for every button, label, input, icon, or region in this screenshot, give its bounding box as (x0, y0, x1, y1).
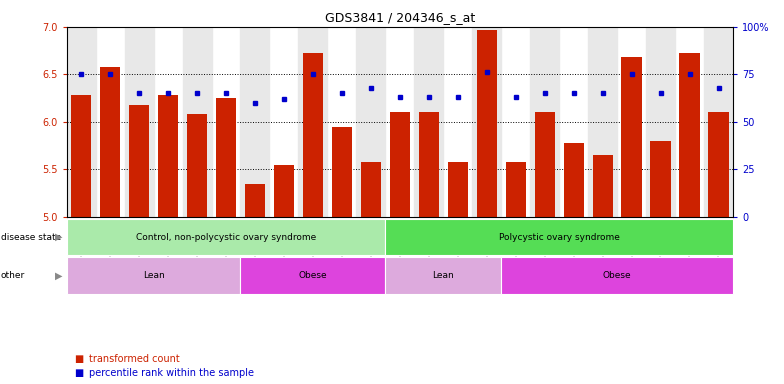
Bar (477, 30, 497, 217)
Bar (183, 27, 212, 217)
Text: ▶: ▶ (55, 270, 63, 281)
Bar (419, 113, 439, 217)
Bar (709, 113, 728, 217)
Bar (564, 143, 584, 217)
Bar (506, 162, 526, 217)
Bar (67, 27, 96, 217)
Bar (501, 257, 733, 294)
Bar (530, 27, 559, 217)
Bar (535, 113, 555, 217)
Bar (100, 67, 120, 217)
Text: Obese: Obese (299, 271, 327, 280)
Bar (651, 141, 671, 217)
Text: transformed count: transformed count (89, 354, 180, 364)
Bar (241, 257, 386, 294)
Bar (414, 27, 443, 217)
Bar (67, 257, 241, 294)
Bar (588, 27, 617, 217)
Bar (187, 114, 207, 217)
Bar (125, 27, 154, 217)
Bar (71, 95, 91, 217)
Text: ■: ■ (74, 368, 84, 378)
Bar (680, 53, 699, 217)
Bar (357, 27, 386, 217)
Bar (245, 184, 265, 217)
Bar (216, 98, 236, 217)
Bar (386, 257, 501, 294)
Bar (472, 27, 501, 217)
Text: other: other (1, 271, 25, 280)
Bar (622, 57, 642, 217)
Bar (274, 165, 294, 217)
Text: Polycystic ovary syndrome: Polycystic ovary syndrome (499, 233, 619, 242)
Text: Obese: Obese (603, 271, 631, 280)
Bar (361, 162, 381, 217)
Text: ■: ■ (74, 354, 84, 364)
Text: Control, non-polycystic ovary syndrome: Control, non-polycystic ovary syndrome (136, 233, 316, 242)
Text: Lean: Lean (143, 271, 165, 280)
Text: Lean: Lean (433, 271, 454, 280)
Text: percentile rank within the sample: percentile rank within the sample (89, 368, 253, 378)
Bar (646, 27, 675, 217)
Bar (241, 27, 270, 217)
Bar (390, 113, 410, 217)
Bar (332, 127, 352, 217)
Bar (704, 27, 733, 217)
Bar (593, 155, 613, 217)
Bar (129, 105, 149, 217)
Text: GDS3841 / 204346_s_at: GDS3841 / 204346_s_at (325, 12, 475, 25)
Text: disease state: disease state (1, 233, 61, 242)
Bar (299, 27, 328, 217)
Bar (386, 219, 733, 255)
Bar (67, 219, 386, 255)
Text: ▶: ▶ (55, 232, 63, 242)
Bar (303, 53, 323, 217)
Bar (448, 162, 468, 217)
Bar (158, 95, 178, 217)
